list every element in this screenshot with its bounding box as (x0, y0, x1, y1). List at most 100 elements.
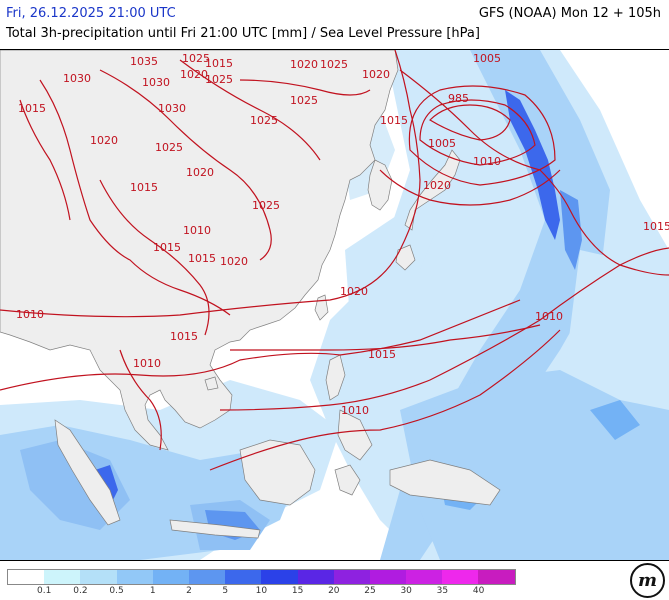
legend-color-bar (7, 569, 516, 585)
isobar-label: 1010 (133, 357, 161, 370)
legend-swatch (261, 570, 298, 584)
isobar-label: 1025 (182, 52, 210, 65)
land-sumatra (54, 419, 121, 526)
land-layer (0, 50, 501, 539)
isobar-label: 1020 (180, 68, 208, 81)
map-subtitle: Total 3h-precipitation until Fri 21:00 U… (6, 26, 480, 41)
isobar-label: 985 (448, 92, 469, 105)
isobar-label: 1020 (340, 285, 368, 298)
legend-label: 2 (186, 586, 192, 596)
legend-label: 0.2 (73, 586, 88, 596)
precip-east-blob-2 (590, 400, 640, 440)
isobar-label: 1010 (183, 224, 211, 237)
isobar-labels: 1035 1025 1015 1020 1025 1030 1030 1020 … (16, 52, 669, 417)
legend-swatch (225, 570, 262, 584)
legend-swatch (478, 570, 515, 584)
isobar-line (39, 79, 231, 316)
precipitation-legend: 0.1 0.2 0.5 1 2 5 10 15 20 25 30 35 40 (7, 569, 527, 597)
legend-labels: 0.1 0.2 0.5 1 2 5 10 15 20 25 30 35 40 (7, 586, 527, 598)
land-japan-kyushu (395, 244, 416, 271)
legend-swatch (116, 570, 153, 584)
isobar-label: 1015 (205, 57, 233, 70)
precip-japan-west (345, 200, 440, 320)
legend-label: 30 (400, 586, 412, 596)
isobar-label: 1025 (252, 199, 280, 212)
legend-label: 10 (255, 586, 268, 596)
isobar-label: 1030 (142, 76, 170, 89)
legend-swatch (8, 570, 45, 584)
isobar-line (408, 85, 556, 186)
isobar-label: 1015 (188, 252, 216, 265)
isobar-label: 1015 (130, 181, 158, 194)
isobar-label: 1030 (63, 72, 91, 85)
isobar-line (209, 329, 561, 471)
legend-label: 15 (291, 586, 304, 596)
legend-label: 20 (328, 586, 340, 596)
isobar-line (399, 69, 669, 276)
map-canvas: 1035 1025 1015 1020 1025 1030 1030 1020 … (0, 50, 669, 560)
isobar-line (239, 79, 371, 96)
model-run-info: GFS (NOAA) Mon 12 + 105h (478, 6, 661, 21)
isobar-label: 1035 (130, 55, 158, 68)
legend-swatch (442, 570, 479, 584)
isobar-line (19, 99, 71, 221)
isobar-line (99, 69, 272, 261)
isobar-label: 1010 (535, 310, 563, 323)
land-new-guinea (389, 459, 501, 506)
legend-swatch (152, 570, 189, 584)
isobar-label: 1010 (16, 308, 44, 321)
legend-swatch (188, 570, 226, 584)
isobar-layer (0, 50, 669, 471)
meteologix-logo-icon: m (630, 563, 665, 598)
isobar-label: 1005 (473, 52, 501, 65)
legend-swatch (297, 570, 334, 584)
forecast-datetime: Fri, 26.12.2025 21:00 UTC (6, 6, 176, 21)
isobar-label: 1015 (153, 241, 181, 254)
legend-label: 40 (472, 586, 485, 596)
isobar-line (0, 299, 521, 391)
isobar-label: 1025 (320, 58, 348, 71)
land-asia-mainland (0, 50, 399, 451)
map-header: Fri, 26.12.2025 21:00 UTC GFS (NOAA) Mon… (0, 0, 669, 48)
legend-swatch (44, 570, 81, 584)
isobar-label: 1015 (368, 348, 396, 361)
land-sulawesi (334, 464, 361, 496)
isobar-label: 1020 (362, 68, 390, 81)
legend-label: 35 (436, 586, 449, 596)
isobar-label: 1020 (186, 166, 214, 179)
isobar-label: 1015 (380, 114, 408, 127)
isobar-label: 1025 (205, 73, 233, 86)
isobar-label: 1025 (290, 94, 318, 107)
precip-japan-heavy (505, 90, 560, 240)
isobar-label: 1025 (250, 114, 278, 127)
isobar-line (429, 104, 511, 141)
isobar-line (229, 324, 541, 351)
isobar-line (119, 349, 162, 451)
isobar-label: 1010 (473, 155, 501, 168)
isobar-label: 1020 (290, 58, 318, 71)
isobar-label: 1020 (220, 255, 248, 268)
legend-swatch (406, 570, 443, 584)
isobar-line (99, 179, 210, 336)
legend-label: 0.1 (37, 586, 52, 596)
land-korea (367, 159, 393, 211)
land-philippines-south (337, 409, 373, 461)
legend-swatch (333, 570, 370, 584)
isobar-label: 1015 (170, 330, 198, 343)
legend-label: 1 (149, 586, 156, 596)
isobar-label: 1015 (643, 220, 669, 233)
isobar-line (419, 99, 536, 166)
legend-label: 0.5 (109, 586, 124, 596)
isobar-line (379, 169, 561, 206)
legend-label: 5 (222, 586, 229, 596)
legend-swatch (80, 570, 117, 584)
isobar-label: 1030 (158, 102, 186, 115)
land-borneo (239, 439, 316, 506)
isobar-line (179, 59, 321, 161)
land-java (169, 519, 261, 539)
isobar-label: 1020 (90, 134, 118, 147)
isobar-label: 1010 (341, 404, 369, 417)
legend-label: 25 (364, 586, 376, 596)
isobar-label: 1005 (428, 137, 456, 150)
isobar-label: 1020 (423, 179, 451, 192)
